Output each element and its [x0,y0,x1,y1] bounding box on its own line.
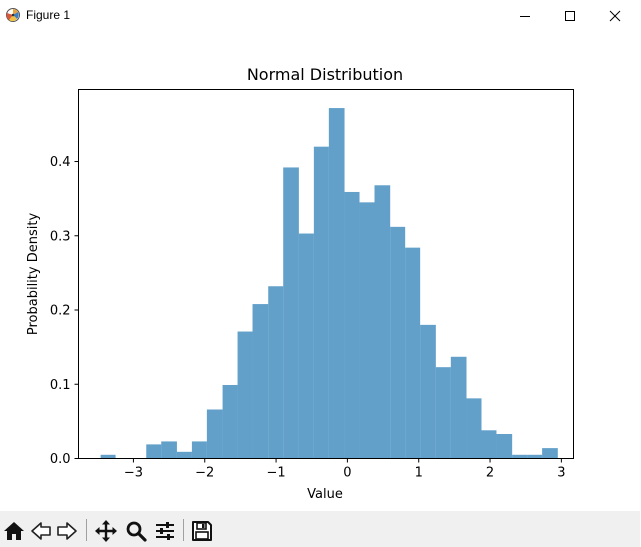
y-tick-label: 0.2 [50,304,71,319]
histogram-bar [527,454,543,459]
histogram-chart: Normal Distribution −3 −2 −1 0 1 2 3 0.0 0.1 0.2… [26,65,574,502]
histogram-bar [344,191,360,459]
zoom-button[interactable] [124,519,148,543]
title-bar[interactable]: Figure 1 [0,0,640,31]
histogram-bar [328,108,345,459]
y-tick-label: 0.3 [50,229,71,244]
toolbar-separator [86,519,87,541]
histogram-bar [100,454,116,459]
histogram-bar [146,444,162,459]
histogram-bar [512,454,528,459]
histogram-bar [268,286,284,459]
histogram-bar [161,441,177,459]
histogram-bar [420,324,436,459]
histogram-bar [496,433,513,459]
histogram-bar [374,185,391,459]
pan-icon [95,520,117,542]
histogram-bar [283,167,299,459]
configure-subplots-icon [156,522,174,540]
home-button[interactable] [2,519,26,543]
minimize-icon [520,15,530,17]
histogram-bar [435,367,451,459]
save-icon [192,521,212,541]
y-tick-label: 0.1 [50,378,71,393]
close-icon [609,10,621,21]
save-button[interactable] [190,519,214,543]
histogram-bar [313,146,329,459]
histogram-bar [298,233,314,459]
window-title: Figure 1 [26,8,71,22]
navigation-toolbar [0,511,640,547]
toolbar-separator [183,519,184,541]
x-tick-label: 1 [415,466,423,481]
histogram-bar [390,226,406,459]
x-tick-label: −3 [124,466,143,481]
configure-subplots-button[interactable] [153,519,177,543]
histogram-bar [359,202,375,459]
back-button[interactable] [29,519,53,543]
x-tick-label: 0 [343,466,351,481]
histogram-bar [176,451,192,459]
forward-button[interactable] [55,519,79,543]
histogram-bar [542,448,558,459]
histogram-bar [450,356,467,459]
chart-title: Normal Distribution [247,65,403,84]
histogram-bar [222,384,238,459]
x-tick-label: −1 [266,466,285,481]
x-tick-label: 3 [557,466,565,481]
histogram-bar [191,441,207,459]
back-arrow-icon [31,522,51,540]
zoom-icon [126,521,147,542]
histogram-bar [481,430,497,459]
maximize-icon [565,10,575,21]
pan-button[interactable] [94,519,118,543]
y-tick-label: 0.4 [50,155,71,170]
x-axis-label: Value [307,487,343,502]
matplotlib-icon [6,8,20,22]
x-tick-label: −2 [195,466,214,481]
x-tick-label: 2 [486,466,494,481]
forward-arrow-icon [57,522,77,540]
y-tick-label: 0.0 [50,452,71,467]
figure-canvas[interactable]: Normal Distribution −3 −2 −1 0 1 2 3 0.0 0.1 0.2… [0,31,640,511]
histogram-bar [206,409,223,459]
close-button[interactable] [592,0,638,31]
y-axis-label: Probability Density [26,213,41,336]
histogram-bar [252,304,269,459]
minimize-button[interactable] [502,0,548,31]
home-icon [4,522,24,540]
maximize-button[interactable] [547,0,593,31]
histogram-bar [466,398,482,459]
histogram-bar [237,331,253,459]
plot-frame [78,89,574,459]
histogram-bar [405,247,421,459]
